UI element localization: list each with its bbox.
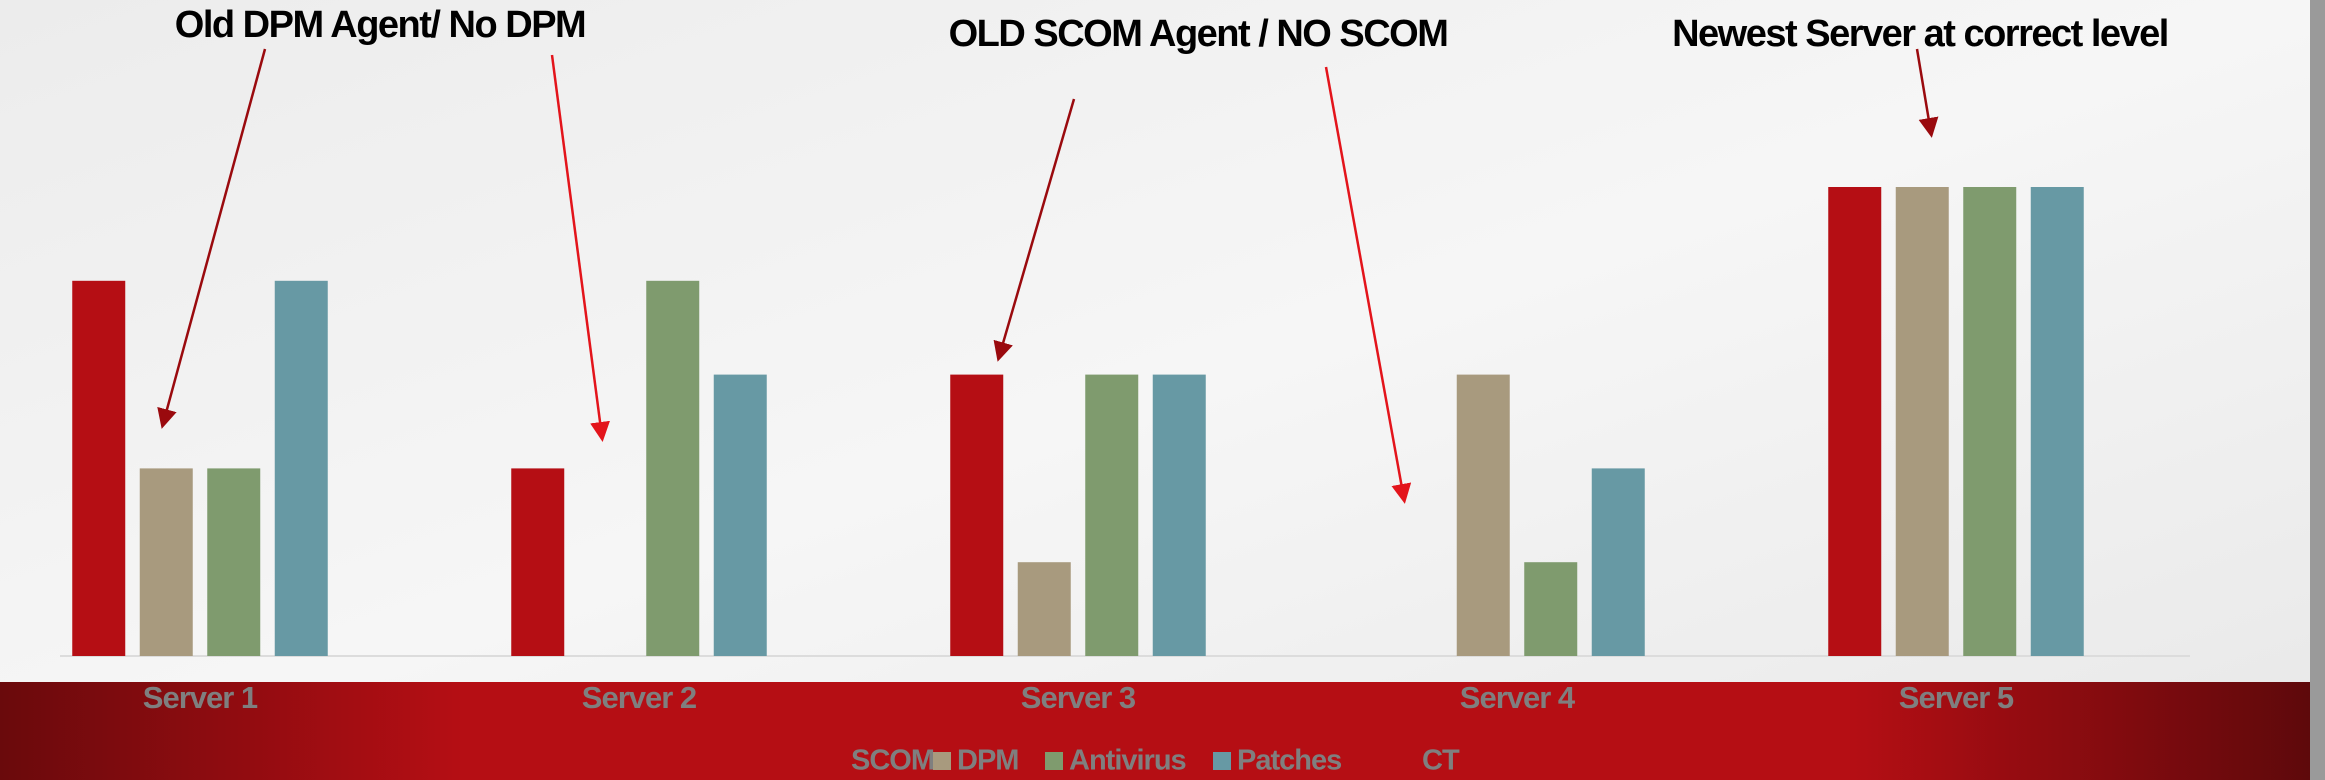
x-tick-label: Server 1 — [143, 680, 258, 715]
bar — [2030, 187, 2084, 656]
arrow — [1324, 66, 1412, 504]
legend-swatch — [1213, 752, 1231, 770]
arrow — [157, 48, 267, 429]
bar — [1456, 374, 1510, 656]
bar — [274, 280, 328, 656]
bar — [713, 374, 767, 656]
legend-swatch — [827, 752, 845, 770]
edge — [2310, 0, 2325, 780]
bar — [1524, 562, 1578, 656]
x-tick-label: Server 5 — [1899, 680, 2014, 715]
bar — [207, 468, 261, 656]
legend-swatch — [1398, 752, 1416, 770]
legend-label: Antivirus — [1069, 745, 1186, 777]
bar — [72, 280, 126, 656]
x-tick-label: Server 4 — [1460, 680, 1576, 715]
legend-swatch — [1045, 752, 1063, 770]
x-tick-label: Server 3 — [1021, 680, 1136, 715]
annotation: OLD SCOM Agent / NO SCOM — [949, 13, 1448, 55]
arrow — [1915, 48, 1939, 138]
legend-label: Patches — [1237, 745, 1341, 777]
bar — [1152, 374, 1206, 656]
bar — [1085, 374, 1139, 656]
legend-swatch — [933, 752, 951, 770]
bar — [1591, 468, 1645, 656]
bar — [950, 374, 1004, 656]
arrow — [993, 98, 1076, 362]
bar — [1017, 562, 1071, 656]
bar — [1895, 187, 1949, 656]
footer-band — [0, 682, 2310, 780]
x-tick-label: Server 2 — [582, 680, 696, 715]
annotation: Newest Server at correct level — [1672, 13, 2168, 55]
bar — [1828, 187, 1882, 656]
bar — [1963, 187, 2017, 656]
legend-label: DPM — [957, 745, 1018, 777]
bar — [511, 468, 565, 656]
legend-label: SCOM — [851, 745, 934, 777]
bar — [139, 468, 193, 656]
arrow — [550, 54, 610, 442]
legend-label: CT — [1422, 745, 1460, 777]
annotation: Old DPM Agent/ No DPM — [175, 4, 585, 46]
bar — [646, 280, 700, 656]
